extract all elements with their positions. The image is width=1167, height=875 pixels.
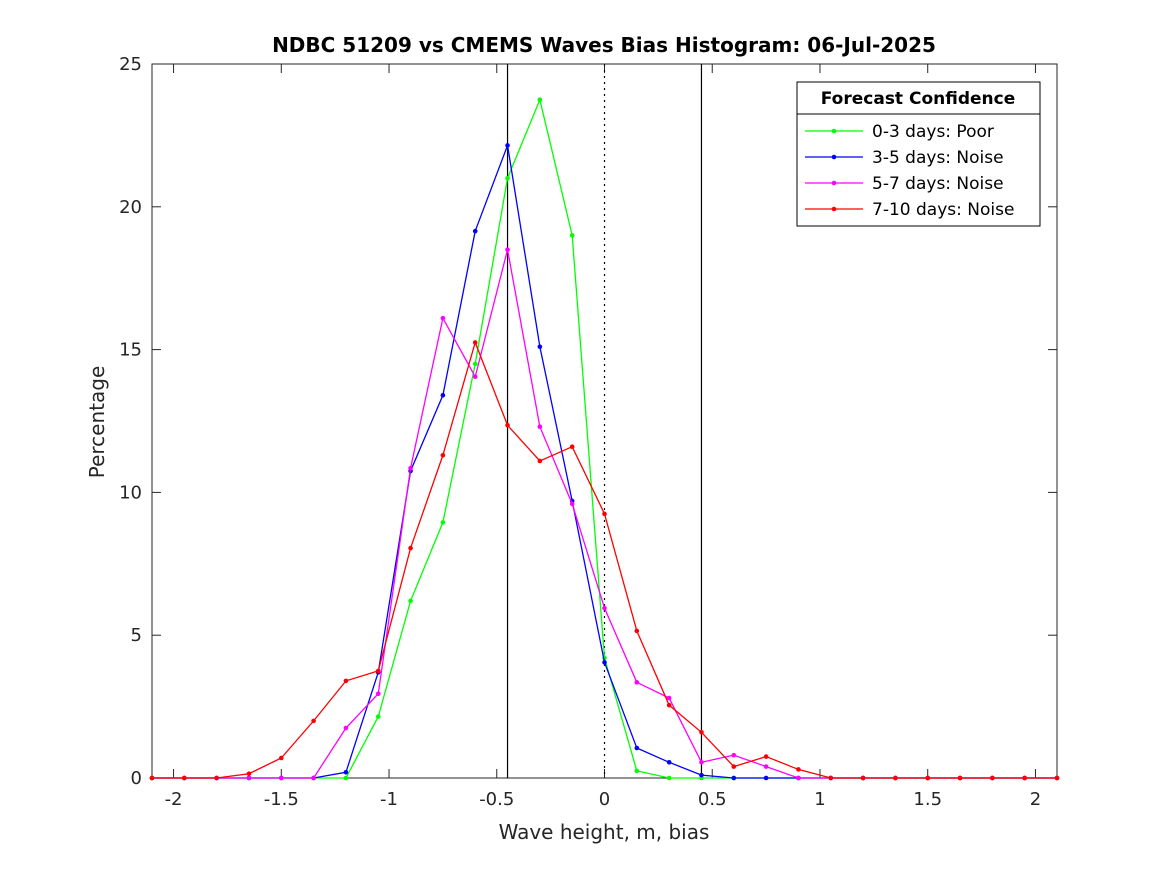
series-3-point	[602, 605, 607, 611]
series-4-point	[796, 767, 801, 772]
x-tick-label: 2	[1030, 789, 1041, 810]
series-4-point	[1054, 775, 1060, 781]
series-4-point	[537, 458, 543, 464]
series-3-point	[505, 247, 510, 252]
y-tick-label: 25	[119, 54, 142, 75]
series-3-point	[796, 775, 801, 781]
y-tick-label: 5	[131, 625, 142, 646]
series-4-point	[182, 775, 187, 781]
series-3-point	[731, 752, 737, 758]
series-4-point	[602, 511, 607, 517]
series-4-point	[860, 775, 866, 781]
series-3-point	[634, 680, 640, 685]
x-tick-label: -1	[380, 789, 398, 810]
y-tick-label: 0	[131, 768, 142, 789]
legend: Forecast Confidence 0-3 days: Poor 3-5 da…	[796, 81, 1041, 227]
series-1-point	[408, 598, 413, 604]
x-tick-label: -1.5	[264, 789, 299, 810]
series-4-point	[214, 775, 219, 781]
series-3-point	[699, 759, 704, 765]
series-4-point	[311, 718, 316, 724]
series-4-point	[440, 452, 446, 458]
series-1-point	[666, 775, 672, 781]
y-tick-label: 15	[119, 340, 142, 361]
series-2-point	[666, 759, 672, 765]
legend-entry-label: 3-5 days: Noise	[872, 148, 1004, 168]
series-3-point	[278, 775, 284, 781]
series-4-point	[1022, 775, 1027, 781]
series-4-point	[472, 340, 478, 345]
series-4-point	[957, 775, 963, 781]
legend-marker	[831, 128, 837, 134]
series-4-point	[278, 755, 284, 761]
series-4-point	[925, 775, 931, 781]
series-3-point	[408, 465, 413, 471]
series-2-point	[731, 775, 737, 781]
x-tick-label: 1	[814, 789, 825, 810]
series-2-point	[343, 769, 349, 775]
series-2-point	[763, 775, 769, 781]
series-2-point	[634, 745, 640, 751]
series-3-point	[569, 501, 575, 507]
series-4-point	[731, 764, 737, 769]
series-2-point	[699, 772, 704, 778]
series-3-point	[472, 374, 478, 380]
series-4-point	[149, 775, 155, 781]
series-3-point	[246, 775, 252, 781]
series-1-point	[505, 175, 510, 181]
series-3-point	[440, 315, 446, 321]
series-4-point	[343, 678, 349, 684]
legend-title: Forecast Confidence	[821, 89, 1016, 109]
legend-marker	[831, 154, 837, 160]
series-1-point	[375, 714, 381, 719]
series-4-point	[828, 775, 834, 781]
series-4-point	[246, 771, 252, 777]
series-2-point	[602, 660, 607, 665]
series-1-point	[569, 233, 575, 238]
series-4-point	[408, 545, 413, 551]
series-4-point	[666, 702, 672, 708]
y-tick-label: 10	[119, 482, 142, 503]
x-tick-label: 0	[599, 789, 610, 810]
legend-marker	[831, 180, 837, 186]
series-4-point	[990, 775, 995, 781]
series-4-point	[893, 775, 898, 781]
series-2-point	[505, 143, 510, 148]
legend-entry-label: 7-10 days: Noise	[872, 200, 1014, 220]
series-4-point	[763, 754, 769, 759]
series-4-point	[375, 668, 381, 674]
legend-box	[796, 81, 1041, 227]
series-4-point	[634, 628, 640, 634]
series-2-point	[472, 228, 478, 234]
x-tick-label: 1.5	[913, 789, 942, 810]
series-3-point	[375, 691, 381, 697]
series-1-point	[343, 775, 349, 781]
series-3-point	[343, 725, 349, 731]
series-3-point	[311, 775, 316, 781]
legend-entry-label: 5-7 days: Noise	[872, 174, 1004, 194]
x-tick-label: -0.5	[479, 789, 514, 810]
series-2-point	[537, 344, 543, 350]
series-1-point	[537, 97, 543, 102]
series-4-point	[699, 730, 704, 735]
chart-title: NDBC 51209 vs CMEMS Waves Bias Histogram…	[272, 33, 936, 57]
x-tick-label: -2	[165, 789, 183, 810]
series-4-point	[569, 444, 575, 450]
series-3-point	[666, 695, 672, 701]
series-1-point	[440, 520, 446, 525]
series-1-point	[472, 361, 478, 367]
series-1-point	[634, 768, 640, 774]
x-axis-label: Wave height, m, bias	[499, 820, 710, 844]
series-3-point	[537, 424, 543, 430]
series-4-point	[505, 422, 510, 428]
legend-entry-label: 0-3 days: Poor	[872, 122, 994, 142]
series-2-point	[440, 392, 446, 398]
series-3-point	[763, 764, 769, 769]
y-tick-label: 20	[119, 197, 142, 218]
y-axis-label: Percentage	[85, 366, 109, 479]
legend-marker	[831, 206, 837, 212]
x-tick-label: 0.5	[698, 789, 727, 810]
